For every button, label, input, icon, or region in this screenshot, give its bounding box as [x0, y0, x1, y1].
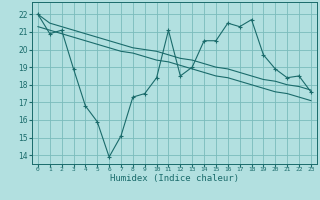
X-axis label: Humidex (Indice chaleur): Humidex (Indice chaleur) — [110, 174, 239, 183]
